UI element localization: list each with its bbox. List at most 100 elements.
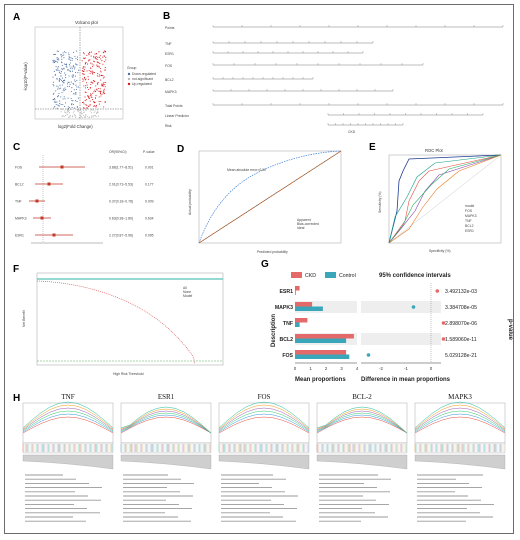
nomogram-row-label: ESR1: [165, 52, 174, 56]
volcano-point: [84, 91, 86, 93]
gsea-curve: [414, 401, 506, 429]
volcano-point: [76, 86, 78, 88]
panel-h-letter: H: [13, 393, 20, 404]
volcano-point: [83, 53, 85, 55]
volcano-point: [59, 70, 61, 72]
volcano-point: [77, 72, 79, 74]
volcano-point: [84, 62, 87, 64]
volcano-point: [76, 50, 78, 52]
volcano-point: [85, 104, 87, 106]
volcano-point: [56, 59, 58, 61]
g-left-tick: 4: [356, 366, 359, 371]
volcano-point: [65, 52, 67, 54]
volcano-point: [85, 91, 87, 94]
volcano-point: [67, 107, 69, 110]
volcano-point: [64, 79, 66, 81]
gsea-hits: [316, 442, 408, 454]
panel-a-letter: A: [13, 12, 20, 23]
volcano-point: [61, 69, 63, 71]
volcano-point: [95, 106, 97, 108]
legend-ckd: CKD: [305, 273, 316, 279]
volcano-point: [91, 99, 94, 101]
volcano-point: [73, 83, 75, 85]
g-rows: ESR1 3.492132e-03 MAPK3 3.384708e-05 TNF 2.89…: [275, 283, 477, 371]
forest-gene: FOS: [15, 166, 23, 170]
volcano-point: [98, 101, 100, 103]
volcano-point: [94, 53, 96, 55]
volcano-point: [92, 115, 94, 117]
g-bar-ckd: [295, 302, 313, 307]
forest-gene: MAPK3: [15, 217, 27, 221]
volcano-point: [90, 93, 92, 95]
volcano-point: [58, 88, 60, 90]
volcano-point: [81, 113, 83, 115]
volcano-point: [65, 65, 67, 67]
volcano-point: [56, 69, 58, 71]
volcano-point: [89, 110, 91, 112]
volcano-point: [57, 61, 59, 63]
volcano-point: [97, 112, 99, 114]
roc-ylabel: Sensitivity (%): [378, 192, 382, 213]
volcano-point: [52, 98, 55, 100]
volcano-point: [90, 55, 92, 57]
volcano-point: [71, 68, 73, 70]
nomogram-row-label: MAPK3: [165, 90, 177, 94]
panel-h: H TNF ESR1 FOS BCL-2 MAPK3: [13, 389, 513, 531]
gsea-curve: [22, 410, 114, 432]
volcano-point: [86, 86, 89, 88]
volcano-point: [60, 54, 62, 56]
g-band: [361, 301, 441, 313]
g-band: [361, 333, 441, 345]
volcano-point: [98, 103, 100, 105]
volcano-point: [93, 105, 95, 107]
volcano-point: [59, 84, 61, 86]
volcano-point: [83, 68, 85, 70]
volcano-point: [94, 89, 96, 91]
calibration-annotation: Mean absolute error=0.00: [227, 168, 266, 172]
volcano-point: [57, 104, 59, 106]
volcano-point: [52, 59, 54, 61]
volcano-point: [101, 85, 103, 87]
g-bar-control: [295, 322, 300, 327]
volcano-point: [65, 64, 68, 66]
volcano-point: [87, 78, 89, 80]
volcano-point: [93, 112, 95, 114]
gsea-curve: [316, 412, 408, 434]
gsea-panels: H TNF ESR1 FOS BCL-2 MAPK3: [13, 393, 506, 522]
volcano-point: [68, 75, 70, 77]
forest-point: [40, 216, 44, 220]
volcano-point: [75, 72, 77, 74]
legend-ns: not-significant: [132, 77, 153, 81]
dca-all-line: [36, 280, 196, 364]
volcano-point: [52, 93, 54, 95]
volcano-point: [67, 69, 69, 71]
panel-b: B Points TNF ESR1 FOS BCL2 MAPK3 Total Points L…: [163, 9, 511, 139]
nomogram: B Points TNF ESR1 FOS BCL2 MAPK3 Total Points L…: [163, 11, 504, 134]
gsea-curve: [218, 407, 310, 431]
nomogram-row-label: Risk: [165, 124, 172, 128]
volcano-point: [71, 87, 73, 89]
volcano-point: [85, 115, 87, 117]
g-pvalue: 5.029128e-21: [445, 353, 477, 359]
volcano-point: [60, 71, 62, 73]
volcano-point: [103, 88, 105, 90]
volcano-point: [102, 85, 104, 87]
volcano-point: [54, 74, 56, 76]
volcano-point: [88, 88, 90, 91]
gsea-curve: [414, 407, 506, 431]
volcano-point: [97, 83, 99, 85]
volcano-point: [98, 96, 100, 98]
volcano-point: [60, 75, 62, 77]
volcano-point: [100, 100, 102, 103]
volcano-legend-title: Group: [127, 66, 137, 70]
volcano-point: [94, 114, 96, 116]
decision-curve: F All None Model High Risk Threshold Net…: [13, 264, 224, 376]
volcano-point: [93, 55, 95, 57]
volcano-point: [56, 107, 58, 109]
forest-or: 2.01(0.73~5.53): [109, 183, 133, 187]
volcano-point: [88, 105, 90, 107]
gsea-curve: [120, 408, 212, 434]
volcano-point: [68, 112, 70, 114]
gsea-hits: [120, 442, 212, 454]
dca-legend-all: All: [183, 286, 187, 290]
